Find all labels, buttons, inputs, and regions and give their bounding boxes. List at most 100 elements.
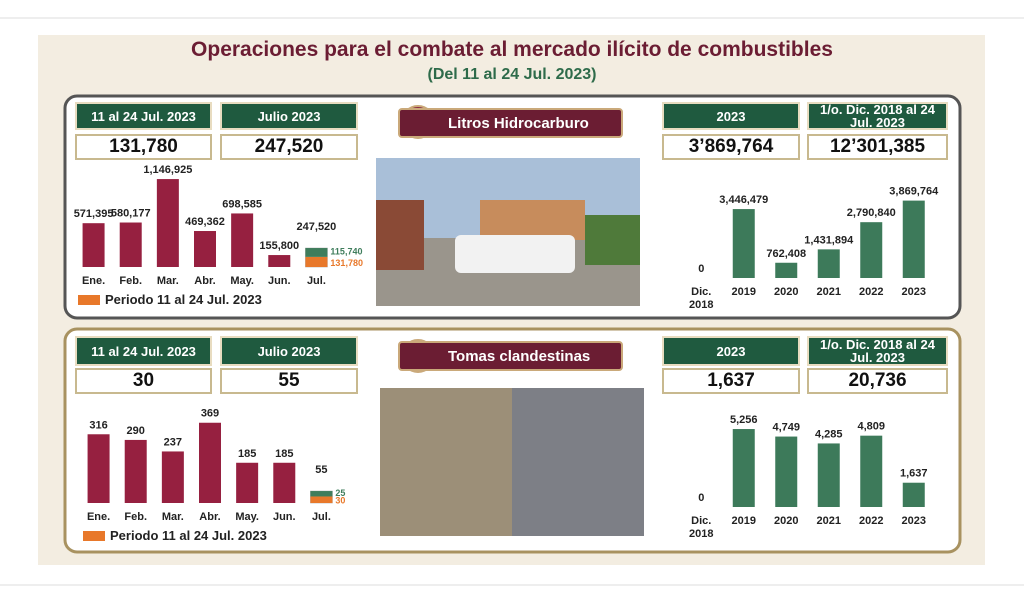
photo-house [480,200,585,240]
value-label: 580,177 [111,208,151,220]
stat-value: 247,520 [220,134,358,160]
stat-value: 131,780 [75,134,212,160]
bar [775,262,798,278]
x-tick-label: 2022 [859,286,884,298]
photo-truck [455,235,575,273]
legend-swatch [83,531,105,541]
bar [860,222,883,278]
stat-label: 11 al 24 Jul. 2023 [75,336,212,366]
x-tick-label: Ene. [81,275,106,287]
bar [119,222,142,267]
bar-segment [310,491,333,497]
stat-value: 20,736 [807,368,948,394]
x-tick-label: Mar. [156,275,179,287]
bar [87,434,110,503]
bar [902,200,925,278]
stat-value: 55 [220,368,358,394]
x-tick-label: Dic. 2018 [689,515,714,540]
bar [268,255,291,267]
value-label: 2,790,840 [847,207,896,219]
x-tick-label: Dic. 2018 [689,286,714,311]
x-tick-label: 2023 [901,286,926,298]
stat-value: 1,637 [662,368,800,394]
stat-label: 2023 [662,336,800,366]
value-label: 4,809 [857,421,885,433]
value-label: 4,285 [815,428,843,440]
bar [194,231,216,267]
bar [199,422,221,503]
subtitle: (Del 11 al 24 Jul. 2023) [427,66,597,83]
stat-value: 30 [75,368,212,394]
stat-value: 3’869,764 [662,134,800,160]
x-tick-label: 2021 [816,286,841,298]
x-tick-label: Abr. [199,511,221,523]
segment-label: 25 [335,488,345,498]
bar [902,482,925,507]
bar-segment [305,248,328,257]
value-label: 290 [127,425,145,437]
value-label: 5,256 [730,414,758,426]
x-tick-label: Abr. [194,275,216,287]
value-label: 185 [275,448,293,460]
stat-label: 1/o. Dic. 2018 al 24 Jul. 2023 [807,336,948,366]
bar-segment [305,256,328,267]
bar [82,223,105,267]
x-tick-label: Ene. [86,511,111,523]
bar [124,439,147,503]
legend-label: Periodo 11 al 24 Jul. 2023 [110,528,267,543]
bar [817,249,840,278]
bar [161,451,184,503]
x-tick-label: May. [230,275,254,287]
value-label: 4,749 [772,422,800,434]
x-tick-label: Mar. [161,511,184,523]
panel-label: Tomas clandestinas [398,341,623,371]
value-label: 237 [164,436,182,448]
x-tick-label: 2020 [774,286,799,298]
title: Operaciones para el combate al mercado i… [191,38,833,61]
segment-label: 115,740 [330,246,362,256]
photo-tree [585,215,640,265]
value-label: 469,362 [185,216,225,228]
segment-label: 30 [335,496,345,506]
stat-label: 11 al 24 Jul. 2023 [75,102,212,130]
bar [732,209,755,278]
x-tick-label: 2022 [859,515,884,527]
value-label: 0 [698,492,704,504]
x-tick-label: Jul. [306,275,326,287]
stat-value: 12’301,385 [807,134,948,160]
bar [273,462,296,503]
bar [732,429,755,507]
segment-label: 131,780 [330,258,363,268]
value-label: 185 [238,448,256,460]
x-tick-label: Feb. [119,275,143,287]
photo-soil-2 [512,388,644,536]
value-label: 762,408 [766,248,806,260]
x-tick-label: 2023 [901,515,926,527]
stat-label: Julio 2023 [220,336,358,366]
value-label: 1,431,894 [804,234,854,246]
x-tick-label: 2019 [731,515,756,527]
photo-soil-1 [380,388,512,536]
x-tick-label: 2021 [816,515,841,527]
bar [860,435,883,507]
panel-label: Litros Hidrocarburo [398,108,623,138]
x-tick-label: Jun. [272,511,296,523]
stat-label: 1/o. Dic. 2018 al 24 Jul. 2023 [807,102,948,130]
value-label: 3,869,764 [889,186,939,198]
x-tick-label: Jun. [267,275,291,287]
x-tick-label: 2019 [731,286,756,298]
value-label: 1,637 [900,468,928,480]
x-tick-label: Feb. [124,511,148,523]
legend-swatch [78,295,100,305]
value-label: 1,146,925 [143,164,192,176]
stat-label: 2023 [662,102,800,130]
value-label: 0 [698,263,704,275]
value-label: 698,585 [222,198,262,210]
value-label: 571,395 [74,208,114,220]
bar [775,436,798,507]
bar [231,213,254,267]
value-label: 3,446,479 [719,194,768,206]
legend-label: Periodo 11 al 24 Jul. 2023 [105,292,262,307]
value-label: 247,520 [297,221,337,233]
